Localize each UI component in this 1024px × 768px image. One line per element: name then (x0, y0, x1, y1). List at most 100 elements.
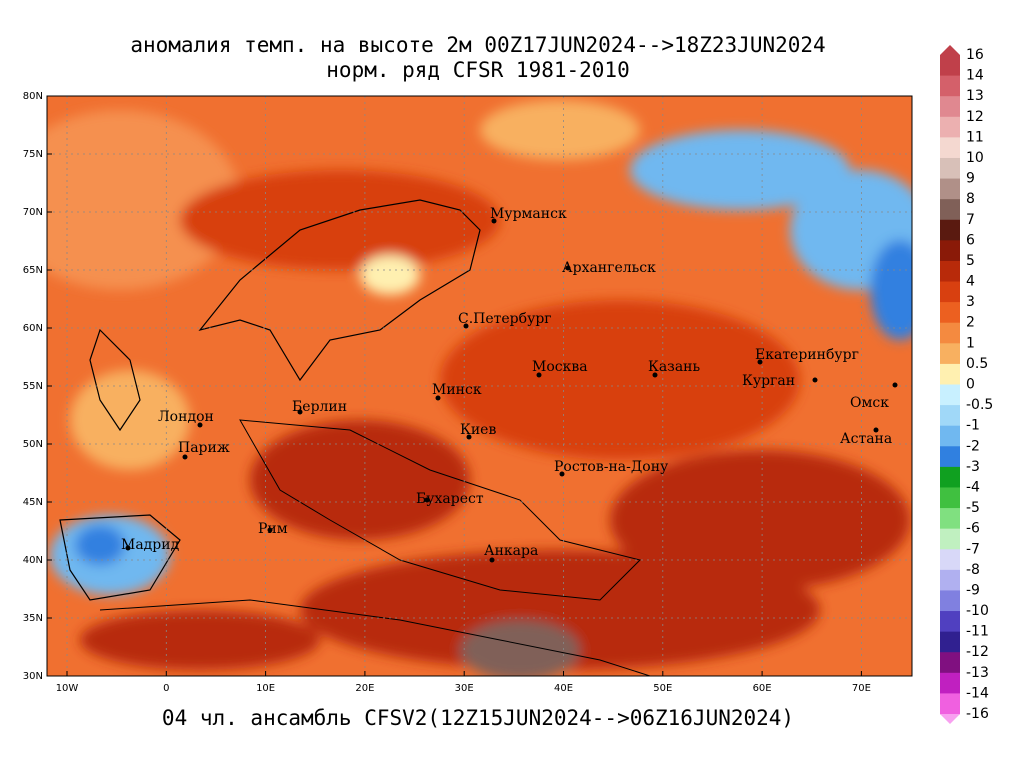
lon-label: 50E (653, 683, 672, 694)
colorbar-label: -0.5 (966, 397, 993, 413)
city-dot (536, 372, 542, 378)
city-label: Ростов-на-Дону (554, 459, 669, 475)
colorbar-swatch (940, 528, 960, 550)
colorbar-swatch (940, 240, 960, 262)
colorbar-swatch (940, 96, 960, 118)
colorbar-swatch (940, 405, 960, 427)
city-label: Лондон (158, 409, 214, 425)
lon-label: 10W (56, 683, 79, 694)
lat-label: 60N (23, 323, 43, 334)
city-dot (565, 265, 571, 271)
colorbar-label: 0 (966, 377, 975, 393)
lon-label: 0 (163, 683, 169, 694)
colorbar-swatch (940, 260, 960, 283)
colorbar-label: -5 (966, 500, 980, 516)
colorbar-label: -6 (966, 521, 980, 537)
lon-label: 70E (852, 683, 871, 694)
city-dot (267, 527, 273, 533)
colorbar-label: 14 (966, 68, 984, 84)
lon-label: 20E (355, 683, 374, 694)
city-dot (297, 409, 303, 415)
city-dot (559, 471, 565, 477)
city-label: Рим (258, 521, 288, 537)
colorbar-label: -13 (966, 665, 989, 681)
city-label: Минск (432, 382, 482, 398)
colorbar-label: -12 (966, 644, 989, 660)
city-label: Омск (850, 395, 889, 411)
city-dot (466, 434, 472, 440)
city-dot (873, 427, 879, 433)
colorbar-swatch (940, 55, 960, 77)
city-dot (463, 323, 469, 329)
colorbar-swatch (940, 137, 960, 159)
colorbar-swatch (940, 693, 960, 715)
city-label: Берлин (292, 399, 347, 415)
colorbar-swatch (940, 116, 960, 138)
lat-label: 45N (23, 497, 43, 508)
colorbar-swatch (940, 363, 960, 385)
colorbar-swatch (940, 178, 960, 200)
colorbar-label: 12 (966, 109, 984, 125)
lat-label: 65N (23, 265, 43, 276)
colorbar-label: -3 (966, 459, 980, 475)
lat-label: 40N (23, 555, 43, 566)
lon-label: 10E (256, 683, 275, 694)
city-dot (182, 454, 188, 460)
colorbar-swatch (940, 199, 960, 221)
city-dot (424, 497, 430, 503)
colorbar-swatch (940, 508, 960, 530)
colorbar-label: -8 (966, 562, 980, 578)
lat-label: 75N (23, 149, 43, 160)
footer: 04 чл. ансамбль CFSV2(12Z15JUN2024-->06Z… (162, 706, 794, 730)
colorbar-end (940, 45, 960, 55)
colorbar-swatch (940, 75, 960, 97)
colorbar-label: 5 (966, 253, 975, 269)
city-dot (489, 557, 495, 563)
city-label: Астана (840, 431, 892, 447)
colorbar-label: 2 (966, 315, 975, 331)
city-label: Курган (742, 373, 795, 389)
colorbar-label: 16 (966, 47, 984, 63)
colorbar-swatch (940, 549, 960, 571)
lat-label: 70N (23, 207, 43, 218)
city-dot (757, 359, 763, 365)
colorbar-label: 0.5 (966, 356, 988, 372)
colorbar-swatch (940, 446, 960, 468)
colorbar-label: -1 (966, 418, 980, 434)
colorbar-swatch (940, 487, 960, 509)
colorbar-swatch (940, 322, 960, 344)
colorbar-label: 1 (966, 335, 975, 351)
colorbar-label: 8 (966, 191, 975, 207)
colorbar-label: -11 (966, 624, 989, 640)
city-dot (125, 545, 131, 551)
colorbar-label: 7 (966, 212, 975, 228)
colorbar-label: 13 (966, 88, 984, 104)
colorbar-swatch (940, 157, 960, 180)
city-label: Казань (648, 359, 700, 375)
lon-label: 60E (753, 683, 772, 694)
colorbar-swatch (940, 611, 960, 633)
city-label: Екатеринбург (755, 347, 859, 363)
city-label: Архангельск (562, 260, 656, 276)
city-label: Мадрид (121, 537, 180, 553)
city-label: Бухарест (416, 491, 484, 507)
colorbar-swatch (940, 652, 960, 674)
colorbar-label: 3 (966, 294, 975, 310)
colorbar-swatch (940, 672, 960, 694)
city-dot (435, 395, 441, 401)
colorbar-end (940, 714, 960, 724)
city-dot (491, 218, 497, 224)
colorbar-swatch (940, 569, 960, 591)
city-dot (652, 372, 658, 378)
colorbar-label: 4 (966, 274, 975, 290)
colorbar-label: 11 (966, 129, 984, 145)
anomaly-field (47, 96, 912, 676)
colorbar-swatch (940, 219, 960, 241)
colorbar-label: 10 (966, 150, 984, 166)
colorbar-swatch (940, 425, 960, 447)
colorbar-swatch (940, 631, 960, 653)
city-label: Анкара (484, 543, 538, 559)
city-dot (812, 377, 818, 383)
colorbar-label: -16 (966, 706, 989, 722)
